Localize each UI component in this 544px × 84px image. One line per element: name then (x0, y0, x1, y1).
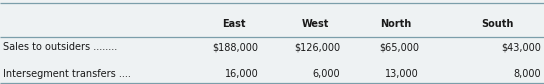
Text: Sales to outsiders ........: Sales to outsiders ........ (3, 42, 117, 52)
Text: $65,000: $65,000 (379, 42, 419, 52)
Text: $43,000: $43,000 (502, 42, 541, 52)
Text: 8,000: 8,000 (514, 69, 541, 79)
Text: South: South (481, 18, 514, 29)
Text: East: East (222, 18, 246, 29)
Text: North: North (380, 18, 411, 29)
Text: 16,000: 16,000 (225, 69, 258, 79)
Text: Intersegment transfers ....: Intersegment transfers .... (3, 69, 131, 79)
Text: $126,000: $126,000 (294, 42, 340, 52)
Text: $188,000: $188,000 (212, 42, 258, 52)
Text: West: West (302, 18, 329, 29)
Text: 13,000: 13,000 (385, 69, 419, 79)
Text: 6,000: 6,000 (312, 69, 340, 79)
